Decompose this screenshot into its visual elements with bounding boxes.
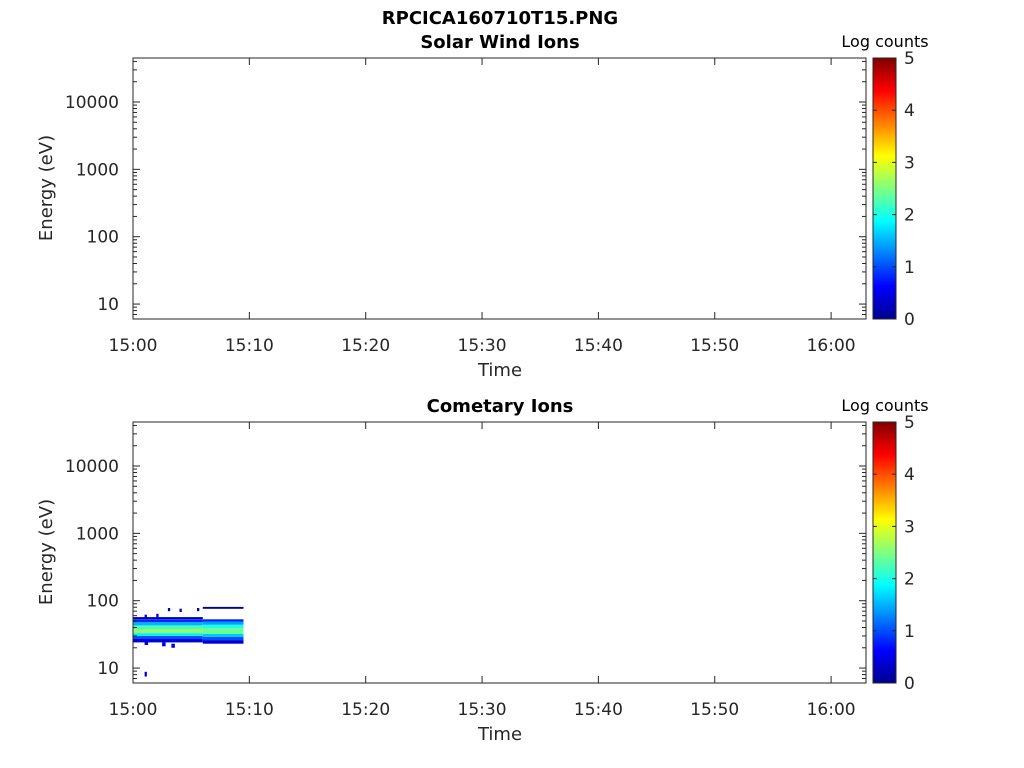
- colorbar-tick-label: 5: [904, 49, 915, 69]
- spectrogram-cell: [202, 636, 244, 641]
- spectrogram-cell: [133, 625, 203, 629]
- panel-title: Cometary Ions: [427, 396, 574, 417]
- x-tick-label: 15:10: [225, 336, 274, 356]
- spectrogram-cell: [133, 619, 203, 623]
- colorbar-tick-label: 0: [904, 310, 915, 330]
- spectrogram-cell: [133, 633, 203, 636]
- spectrogram-cell: [162, 642, 166, 647]
- spectrogram-cells: [133, 606, 244, 677]
- y-tick-label: 100: [87, 592, 119, 612]
- y-axis-label: Energy (eV): [36, 499, 57, 605]
- colorbar-tick-label: 4: [904, 101, 915, 121]
- colorbar-tick-label: 2: [904, 206, 915, 226]
- x-tick-label: 15:50: [690, 700, 739, 720]
- spectrogram-cell: [202, 606, 244, 609]
- spectrogram-cell: [202, 619, 244, 622]
- y-tick-label: 1000: [76, 160, 119, 180]
- x-tick-label: 15:50: [690, 336, 739, 356]
- x-tick-label: 15:40: [574, 336, 623, 356]
- figure-title: RPCICA160710T15.PNG: [382, 8, 618, 29]
- colorbar: [872, 57, 897, 320]
- y-tick-label: 10000: [65, 93, 119, 113]
- y-axis-label: Energy (eV): [36, 135, 57, 241]
- spectrogram-cell: [133, 617, 203, 620]
- colorbar-tick-label: 4: [904, 465, 915, 485]
- y-tick-label: 100: [87, 228, 119, 248]
- colorbar-tick-label: 2: [904, 570, 915, 590]
- colorbar-tick-label: 1: [904, 622, 915, 642]
- y-axis-ticks: 10 100 1000 10000: [65, 60, 866, 320]
- spectrogram-cell: [144, 614, 147, 618]
- colorbar-tick-label: 0: [904, 674, 915, 694]
- x-axis-label: Time: [477, 360, 522, 381]
- spectrogram-cell: [167, 608, 171, 612]
- y-tick-label: 10: [97, 295, 119, 315]
- colorbar-tick-label: 5: [904, 413, 915, 433]
- colorbar-label: Log counts: [841, 32, 928, 51]
- spectrogram-cell: [133, 622, 203, 626]
- colorbar-tick-label: 1: [904, 258, 915, 278]
- x-tick-label: 16:00: [807, 336, 856, 356]
- x-tick-label: 16:00: [807, 700, 856, 720]
- colorbar: [872, 421, 897, 684]
- spectrogram-cell: [133, 639, 203, 643]
- spectrogram-cell: [197, 608, 200, 612]
- colorbar-tick-label: 3: [904, 153, 915, 173]
- x-axis-label: Time: [477, 724, 522, 745]
- plot-frame: [132, 421, 867, 684]
- y-axis-ticks: 10 100 1000 10000: [65, 424, 866, 684]
- y-tick-label: 10: [97, 659, 119, 679]
- spectrogram-cell: [179, 608, 182, 612]
- x-axis-ticks: 15:00 15:10 15:20 15:30 15:40 15:50 16:00: [109, 422, 856, 720]
- x-axis-ticks: 15:00 15:10 15:20 15:30 15:40 15:50 16:00: [109, 58, 856, 356]
- x-tick-label: 15:20: [341, 336, 390, 356]
- spectrogram-cell: [202, 621, 244, 625]
- spectrogram-cell: [156, 613, 159, 618]
- spectrogram-cell: [202, 624, 244, 629]
- spectrogram-cell: [202, 628, 244, 634]
- colorbar-ticks: 0 1 2 3 4 5: [873, 413, 915, 694]
- x-tick-label: 15:20: [341, 700, 390, 720]
- plot-frame: [132, 57, 867, 320]
- spectrogram-cell: [202, 634, 244, 637]
- spectrogram-cell: [171, 643, 175, 648]
- x-tick-label: 15:30: [458, 700, 507, 720]
- x-tick-label: 15:30: [458, 336, 507, 356]
- y-tick-label: 10000: [65, 457, 119, 477]
- spectrogram-cell: [133, 635, 203, 639]
- x-tick-label: 15:00: [109, 336, 158, 356]
- colorbar-label: Log counts: [841, 396, 928, 415]
- colorbar-ticks: 0 1 2 3 4 5: [873, 49, 915, 330]
- spectrogram-cell: [144, 671, 147, 677]
- colorbar-tick-label: 3: [904, 517, 915, 537]
- panel-title: Solar Wind Ions: [420, 32, 579, 53]
- spectrogram-cell: [144, 641, 149, 645]
- x-tick-label: 15:10: [225, 700, 274, 720]
- x-tick-label: 15:40: [574, 700, 623, 720]
- spectrogram-cell: [202, 640, 244, 644]
- y-tick-label: 1000: [76, 524, 119, 544]
- spectrogram-cell: [133, 629, 203, 634]
- x-tick-label: 15:00: [109, 700, 158, 720]
